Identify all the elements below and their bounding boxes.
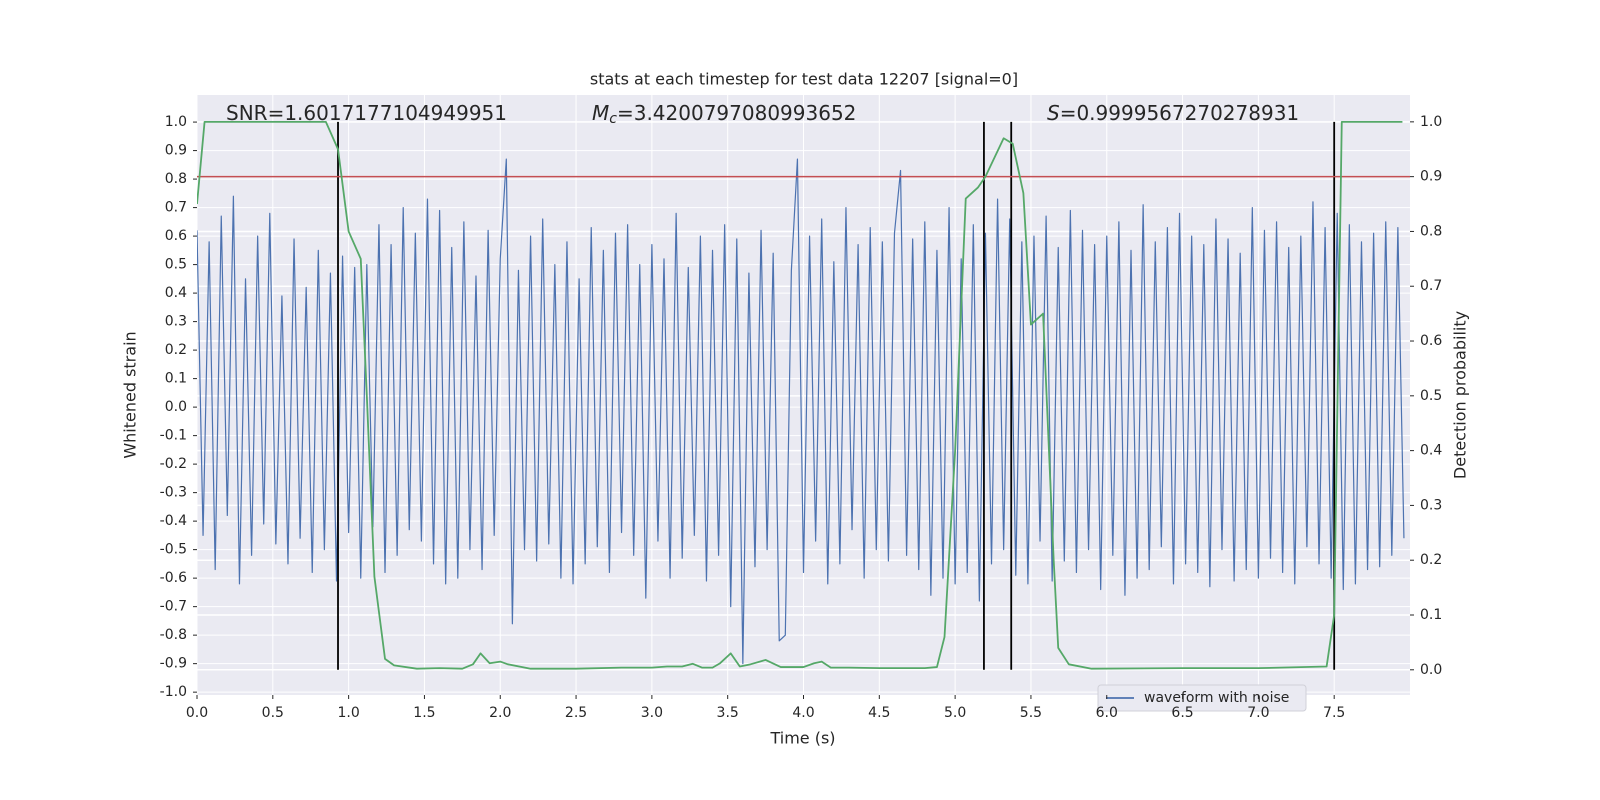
y-tick-label: -0.6 xyxy=(160,570,187,586)
legend-label: waveform with noise xyxy=(1144,690,1289,706)
y2-tick-label: 0.1 xyxy=(1420,607,1442,623)
y2-tick-label: 0.5 xyxy=(1420,388,1442,404)
series-line xyxy=(197,120,1403,670)
y2-tick-label: 0.6 xyxy=(1420,333,1442,349)
x-tick-label: 1.0 xyxy=(337,705,359,721)
y-tick-label: 0.7 xyxy=(165,200,187,216)
x-tick-label: 7.0 xyxy=(1247,705,1269,721)
x-tick-label: 5.0 xyxy=(944,705,966,721)
y-tick-label: -0.7 xyxy=(160,599,187,615)
y-tick-label: -0.9 xyxy=(160,656,187,672)
x-tick-label: 2.5 xyxy=(565,705,587,721)
y2-tick-label: 0.0 xyxy=(1420,662,1442,678)
annotation: Mc=3.4200797080993652 xyxy=(592,101,856,128)
x-tick-label: 4.0 xyxy=(792,705,814,721)
y-tick-label: 0.0 xyxy=(165,399,187,415)
y-tick-label: -0.4 xyxy=(160,513,187,529)
y2-tick-label: 0.7 xyxy=(1420,278,1442,294)
y2-tick-label: 1.0 xyxy=(1420,114,1442,130)
annotation: SNR=1.6017177104949951 xyxy=(226,101,507,125)
x-axis-label: Time (s) xyxy=(769,729,835,748)
x-tick-label: 0.0 xyxy=(186,705,208,721)
y-tick-label: 0.6 xyxy=(165,228,187,244)
plot xyxy=(197,120,1410,670)
y2-tick-label: 0.3 xyxy=(1420,497,1442,513)
x-tick-label: 4.5 xyxy=(868,705,890,721)
x-tick-label: 3.5 xyxy=(717,705,739,721)
y2-tick-label: 0.2 xyxy=(1420,552,1442,568)
legend-box xyxy=(1097,684,1307,712)
y-tick-label: 0.9 xyxy=(165,143,187,159)
x-tick-label: 6.0 xyxy=(1096,705,1118,721)
x-tick-label: 3.0 xyxy=(641,705,663,721)
y-tick-label: 0.5 xyxy=(165,257,187,273)
annotation-subscript: c xyxy=(609,111,617,127)
annotation: S=0.9999567270278931 xyxy=(1047,101,1299,125)
annotation-symbol: S xyxy=(1047,101,1060,125)
x-tick-label: 0.5 xyxy=(262,705,284,721)
annotation-text: =1.6017177104949951 xyxy=(268,101,507,125)
y-tick-label: -1.0 xyxy=(160,684,187,700)
chart-title: stats at each timestep for test data 122… xyxy=(590,70,1018,89)
y-tick-label: 0.4 xyxy=(165,285,187,301)
y-tick-label: -0.1 xyxy=(160,428,187,444)
series-line xyxy=(197,158,1405,665)
y2-tick-label: 0.4 xyxy=(1420,443,1442,459)
y-tick-label: -0.5 xyxy=(160,542,187,558)
x-tick-label: 6.5 xyxy=(1171,705,1193,721)
y2-tick-label: 0.9 xyxy=(1420,169,1442,185)
annotation-text: =0.9999567270278931 xyxy=(1060,101,1299,125)
y-axis-label: Whitened strain xyxy=(121,331,140,458)
x-tick-label: 2.0 xyxy=(489,705,511,721)
annotation-symbol: SNR xyxy=(226,101,268,125)
y-tick-label: -0.3 xyxy=(160,485,187,501)
overlay: SNR=1.6017177104949951 Mc=3.4200797080993… xyxy=(226,101,1307,712)
annotation-text: =3.4200797080993652 xyxy=(617,101,856,125)
y-tick-label: -0.2 xyxy=(160,456,187,472)
x-tick-label: 5.5 xyxy=(1020,705,1042,721)
y-tick-label: 0.2 xyxy=(165,342,187,358)
y2-axis-label: Detection probability xyxy=(1451,311,1470,479)
x-tick-label: 1.5 xyxy=(413,705,435,721)
y-tick-label: -0.8 xyxy=(160,627,187,643)
y-tick-label: 0.1 xyxy=(165,371,187,387)
annotation-symbol: M xyxy=(592,101,609,125)
y2-tick-label: 0.8 xyxy=(1420,223,1442,239)
y-tick-label: 0.3 xyxy=(165,314,187,330)
x-tick-label: 7.5 xyxy=(1323,705,1345,721)
y-tick-label: 1.0 xyxy=(165,114,187,130)
y-tick-label: 0.8 xyxy=(165,171,187,187)
